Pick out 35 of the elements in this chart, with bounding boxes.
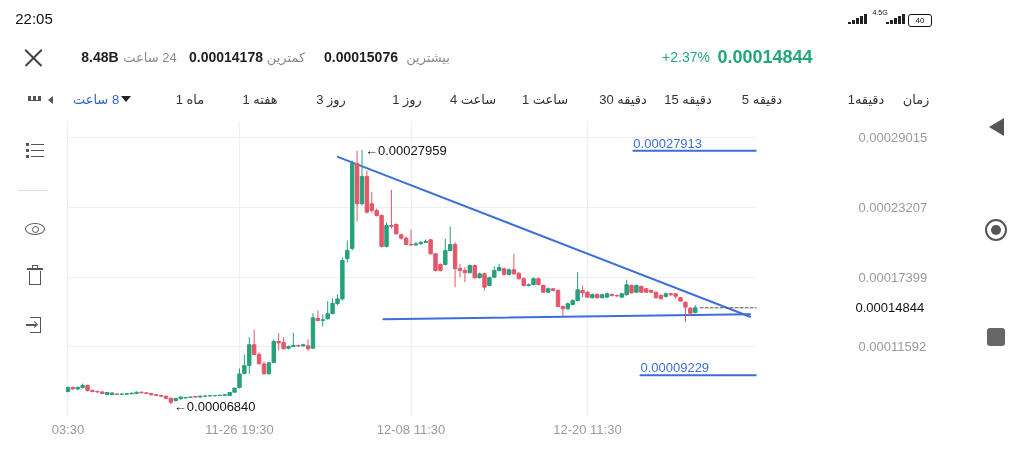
x-tick-label: 12-08 11:30: [376, 421, 446, 437]
text: 40: [915, 16, 925, 25]
annotation: 0.00027913: [633, 135, 703, 151]
text: 30 دقیقه: [599, 91, 647, 107]
y-tick-label: 0.00017399: [858, 269, 928, 285]
text: کمترین: [266, 49, 306, 65]
text: 1 ساعت: [521, 91, 569, 107]
y-tick-label: 0.00011592: [858, 339, 927, 355]
text: 1 روز: [392, 91, 422, 107]
annotation: 0.00009229: [640, 360, 710, 376]
text: 8.48B: [81, 49, 119, 65]
text: 8 ساعت: [72, 91, 120, 107]
text: بیشترین: [406, 49, 450, 65]
text: 0.00014844: [855, 300, 925, 316]
text: 15 دقیقه: [664, 91, 712, 107]
text: 5 دقیقه: [741, 91, 783, 107]
text: 24 ساعت: [123, 49, 177, 65]
text: 3 روز: [316, 91, 346, 107]
text: 1 ماه: [175, 91, 205, 107]
annotation: ←0.00027959: [364, 142, 447, 158]
text: 1 هفته: [242, 91, 278, 107]
x-tick-label: 11-26 19:30: [205, 421, 274, 437]
y-tick-label: 0.00023207: [858, 199, 928, 215]
text: 4 ساعت: [449, 91, 497, 107]
text: +2.37%: [662, 49, 710, 65]
text: زمان: [902, 91, 930, 107]
text: 0.00014844: [717, 47, 813, 67]
annotation: ←0.00006840: [173, 399, 256, 415]
x-tick-label: 12-20 11:30: [553, 421, 622, 437]
x-tick-label: 03:30: [51, 421, 85, 437]
text: 22:05: [15, 9, 53, 27]
text: 1دقیقه: [847, 91, 885, 107]
text: 0.00014178: [189, 49, 263, 65]
y-tick-label: 0.00029015: [858, 129, 928, 145]
text: 0.00015076: [324, 49, 398, 65]
